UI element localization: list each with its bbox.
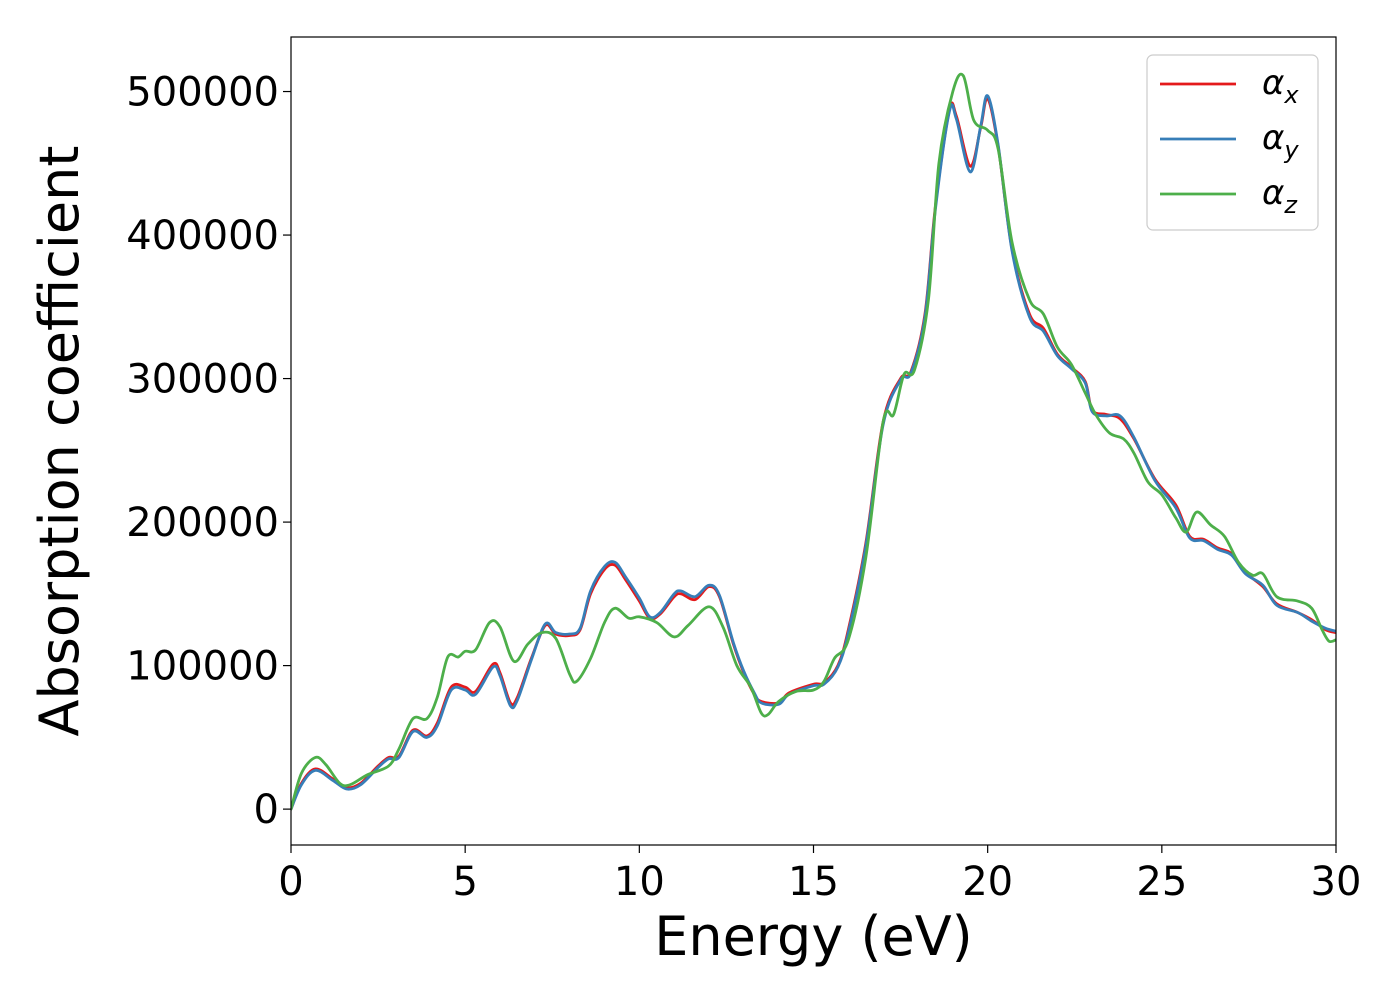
y-tick-label: 100000 bbox=[126, 644, 279, 690]
x-axis-title: Energy (eV) bbox=[654, 905, 973, 968]
x-tick-label: 0 bbox=[278, 859, 303, 905]
legend-label-x: αx bbox=[1262, 63, 1299, 109]
plot-lines bbox=[291, 72, 1336, 811]
y-tick-label: 300000 bbox=[126, 357, 279, 403]
y-tick-label: 0 bbox=[254, 787, 279, 833]
x-tick-label: 10 bbox=[614, 859, 665, 905]
series-line-z bbox=[291, 72, 1336, 811]
y-axis-ticks: 0 100000 200000 300000 400000 500000 bbox=[126, 70, 291, 833]
y-tick-label: 500000 bbox=[126, 70, 279, 116]
legend: αx αy αz bbox=[1146, 54, 1319, 231]
x-tick-label: 20 bbox=[962, 859, 1013, 905]
x-tick-label: 5 bbox=[452, 859, 477, 905]
x-tick-label: 15 bbox=[788, 859, 839, 905]
y-tick-label: 200000 bbox=[126, 500, 279, 546]
y-axis-title: Absorption coefficient bbox=[28, 146, 91, 737]
y-tick-label: 400000 bbox=[126, 213, 279, 259]
legend-label-y: αy bbox=[1262, 118, 1299, 164]
legend-label-z: αz bbox=[1262, 173, 1298, 219]
x-tick-label: 30 bbox=[1311, 859, 1362, 905]
x-tick-label: 25 bbox=[1136, 859, 1187, 905]
legend-box bbox=[1146, 54, 1319, 231]
x-axis-ticks: 0 5 10 15 20 25 30 bbox=[278, 845, 1361, 905]
